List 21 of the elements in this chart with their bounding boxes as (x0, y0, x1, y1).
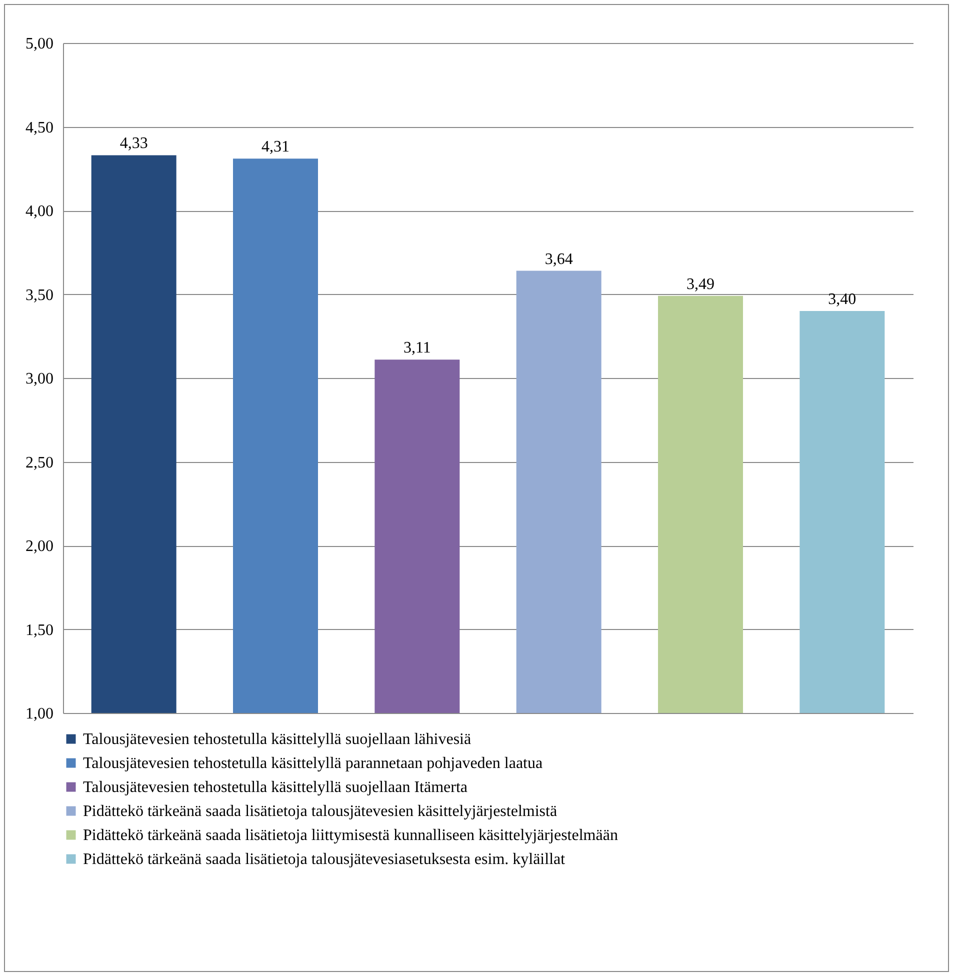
y-tick-label: 2,50 (26, 454, 54, 472)
legend-label: Pidättekö tärkeänä saada lisätietoja talousjätevesiasetuksesta esim. kyläillat (83, 851, 566, 868)
y-tick-label: 4,00 (26, 203, 54, 220)
data-label: 4,31 (262, 138, 290, 156)
data-label: 3,64 (544, 250, 573, 268)
legend-label: Pidättekö tärkeänä saada lisätietoja talousjätevesien käsittelyjärjestelmistä (83, 803, 558, 820)
data-label: 3,11 (403, 340, 431, 357)
y-tick-label: 4,50 (26, 119, 54, 136)
legend-label: Talousjätevesien tehostetulla käsittelyllä suojellaan lähivesiä (83, 731, 472, 748)
legend-label: Talousjätevesien tehostetulla käsittelyllä suojellaan Itämerta (83, 779, 468, 796)
data-label: 3,40 (828, 291, 856, 308)
y-tick-label: 3,00 (26, 370, 54, 388)
y-tick-label: 5,00 (26, 36, 54, 52)
legend-label: Pidättekö tärkeänä saada lisätietoja liittymisestä kunnalliseen käsittelyjärjestelmään (83, 827, 618, 844)
data-label: 4,33 (120, 135, 148, 152)
legend-label: Talousjätevesien tehostetulla käsittelyllä parannetaan pohjaveden laatua (83, 755, 543, 772)
y-tick-label: 1,50 (26, 622, 54, 639)
y-tick-label: 1,00 (26, 706, 54, 722)
data-label: 3,49 (686, 276, 714, 293)
y-tick-label: 3,50 (26, 286, 54, 304)
y-tick-label: 2,00 (26, 538, 54, 555)
